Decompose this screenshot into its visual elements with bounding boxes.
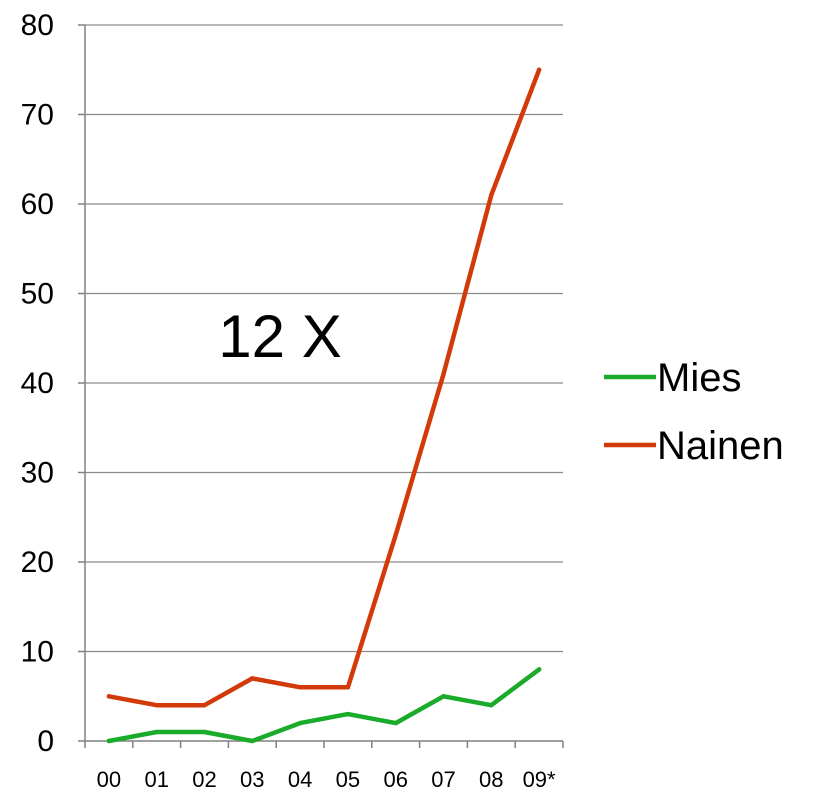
legend: Mies Nainen — [604, 356, 784, 468]
y-axis-ticks: 0 10 20 30 40 50 60 70 80 — [21, 9, 85, 758]
data-point-nainen-06 — [393, 532, 398, 538]
legend-label-mies: Mies — [657, 356, 741, 400]
data-point-mies-04 — [297, 720, 303, 726]
data-point-mies-00 — [106, 738, 112, 744]
x-tick-label-05: 05 — [336, 767, 360, 792]
data-point-nainen-04 — [297, 685, 303, 690]
y-tick-label-10: 10 — [21, 636, 54, 669]
y-tick-label-70: 70 — [21, 99, 54, 132]
y-tick-label-60: 60 — [21, 188, 54, 221]
series-line-nainen — [106, 67, 542, 708]
legend-label-nainen: Nainen — [657, 424, 784, 468]
data-point-mies-07 — [441, 694, 446, 699]
x-tick-label-04: 04 — [288, 767, 312, 792]
x-axis-ticks: 00 01 02 03 04 05 06 07 08 09* — [84, 741, 564, 792]
x-tick-label-03: 03 — [240, 767, 264, 792]
x-tick-label-00: 00 — [97, 767, 121, 792]
x-tick-label-01: 01 — [144, 767, 168, 792]
data-point-nainen-00 — [106, 694, 112, 699]
data-point-mies-08 — [489, 703, 494, 708]
annotation-text: 12 X — [218, 303, 341, 370]
y-tick-label-30: 30 — [21, 457, 54, 490]
series-line-mies — [106, 667, 542, 744]
data-point-nainen-05 — [345, 685, 351, 690]
data-point-mies-03 — [250, 738, 255, 744]
x-tick-label-07: 07 — [431, 767, 455, 792]
gridlines — [85, 24, 563, 653]
data-point-nainen-09* — [536, 67, 542, 72]
data-point-nainen-07 — [441, 371, 446, 377]
x-tick-label-06: 06 — [383, 767, 407, 792]
y-tick-label-80: 80 — [21, 9, 54, 42]
data-point-nainen-08 — [489, 192, 494, 198]
x-tick-label-02: 02 — [192, 767, 216, 792]
data-point-nainen-03 — [250, 676, 255, 681]
series-lines — [106, 67, 542, 744]
data-point-mies-06 — [393, 720, 398, 726]
y-tick-label-20: 20 — [21, 546, 54, 579]
y-tick-label-50: 50 — [21, 278, 54, 311]
data-point-nainen-02 — [202, 703, 207, 708]
data-point-mies-09* — [536, 667, 542, 672]
y-tick-label-40: 40 — [21, 367, 54, 400]
data-point-mies-05 — [345, 711, 351, 717]
y-tick-label-0: 0 — [37, 725, 54, 758]
data-point-mies-02 — [202, 729, 207, 735]
x-tick-label-09*: 09* — [523, 767, 556, 792]
data-point-mies-01 — [154, 729, 159, 735]
x-tick-label-08: 08 — [479, 767, 503, 792]
data-point-nainen-01 — [154, 703, 159, 708]
